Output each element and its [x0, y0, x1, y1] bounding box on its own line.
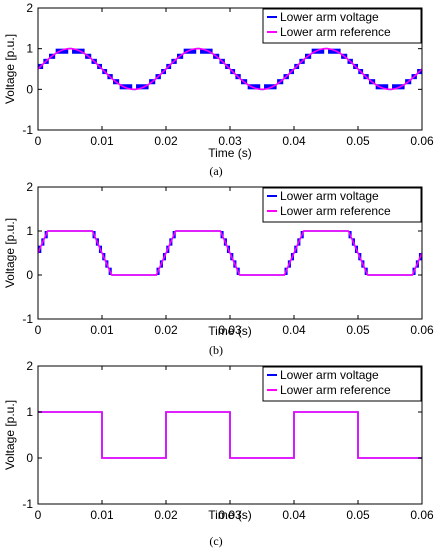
x-axis-label: Time (s)	[208, 508, 252, 522]
data-layer	[38, 47, 422, 91]
x-tick-label: 0.05	[346, 508, 370, 522]
y-axis-label: Voltage [p.u.]	[3, 34, 17, 104]
y-tick-label: 0	[26, 451, 33, 465]
panel-caption: (c)	[209, 534, 222, 548]
x-tick-label: 0.06	[410, 134, 434, 148]
x-tick-label: 0	[35, 508, 42, 522]
series-lower-arm-reference	[38, 47, 422, 91]
x-tick-label: 0.06	[410, 508, 434, 522]
y-tick-label: -1	[22, 312, 33, 326]
y-tick-label: 1	[26, 42, 33, 56]
legend-entry: Lower arm reference	[280, 383, 391, 397]
y-tick-label: -1	[22, 123, 33, 137]
x-tick-label: 0.06	[410, 323, 434, 337]
x-tick-label: 0	[35, 323, 42, 337]
legend-entry: Lower arm voltage	[280, 368, 379, 382]
legend-box	[262, 187, 422, 223]
x-tick-label: 0.02	[154, 508, 178, 522]
y-tick-label: 0	[26, 82, 33, 96]
x-axis-label: Time (s)	[208, 324, 252, 338]
series-lower-arm-reference	[38, 230, 422, 276]
x-tick-label: 0.02	[154, 134, 178, 148]
panel-caption: (b)	[209, 343, 223, 357]
x-tick-label: 0.04	[282, 323, 306, 337]
voltage-pwm-band	[183, 48, 197, 54]
legend-entry: Lower arm voltage	[280, 10, 379, 24]
x-tick-label: 0.03	[218, 508, 242, 522]
x-tick-label: 0.03	[218, 323, 242, 337]
voltage-pwm-band	[119, 84, 133, 90]
voltage-pwm-band	[55, 48, 69, 54]
y-tick-label: -1	[22, 497, 33, 511]
x-tick-label: 0.01	[90, 134, 114, 148]
series-lower-arm-reference	[38, 411, 422, 459]
x-tick-label: 0.01	[90, 508, 114, 522]
y-axis-label: Voltage [p.u.]	[3, 218, 17, 288]
panel-caption: (a)	[209, 164, 222, 178]
legend-entry: Lower arm reference	[280, 25, 391, 39]
y-tick-label: 1	[26, 405, 33, 419]
x-tick-label: 0.05	[346, 134, 370, 148]
x-tick-label: 0.02	[154, 323, 178, 337]
x-tick-label: 0.04	[282, 134, 306, 148]
voltage-pwm-band	[247, 84, 261, 90]
x-tick-label: 0.05	[346, 323, 370, 337]
voltage-pwm-band	[328, 48, 341, 54]
y-tick-label: 2	[26, 180, 33, 194]
x-tick-label: 0.03	[218, 134, 242, 148]
x-tick-label: 0	[35, 134, 42, 148]
voltage-pwm-band	[375, 84, 389, 90]
legend-entry: Lower arm voltage	[280, 189, 379, 203]
x-tick-label: 0.01	[90, 323, 114, 337]
legend-box	[262, 366, 422, 402]
voltage-pwm-band	[72, 48, 85, 54]
y-tick-label: 0	[26, 268, 33, 282]
legend-box	[262, 8, 422, 44]
y-axis-label: Voltage [p.u.]	[3, 400, 17, 470]
y-tick-label: 2	[26, 359, 33, 373]
x-axis-label: Time (s)	[208, 146, 252, 160]
voltage-pwm-band	[264, 84, 277, 90]
voltage-pwm-band	[311, 48, 325, 54]
data-layer	[38, 411, 422, 459]
y-tick-label: 1	[26, 224, 33, 238]
x-tick-label: 0.04	[282, 508, 306, 522]
voltage-pwm-band	[392, 84, 405, 90]
voltage-pwm-band	[200, 48, 213, 54]
data-layer	[38, 230, 422, 276]
voltage-pwm-band	[136, 84, 149, 90]
y-tick-label: 2	[26, 1, 33, 15]
legend-entry: Lower arm reference	[280, 204, 391, 218]
